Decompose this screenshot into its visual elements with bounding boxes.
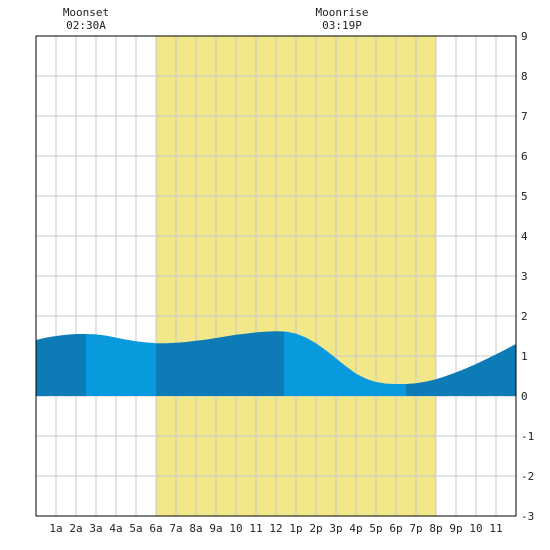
x-tick-label: 4p [349,522,362,535]
tide-area-segment [36,334,86,396]
y-tick-label: 8 [521,70,528,83]
y-tick-label: 0 [521,390,528,403]
x-tick-label: 9a [209,522,222,535]
tide-area-segment [86,334,156,396]
y-tick-label: 4 [521,230,528,243]
plot-frame [35,35,517,517]
y-tick-label: -1 [521,430,534,443]
x-tick-label: 11 [249,522,262,535]
y-tick-label: 2 [521,310,528,323]
x-tick-label: 7p [409,522,422,535]
x-tick-label: 1p [289,522,302,535]
y-tick-label: 3 [521,270,528,283]
x-tick-label: 7a [169,522,182,535]
y-tick-label: 1 [521,350,528,363]
x-tick-label: 9p [449,522,462,535]
moon-event-title: Moonrise [316,6,369,19]
moon-event-time: 03:19P [322,19,362,32]
x-tick-label: 2p [309,522,322,535]
tide-area-segment [156,331,284,396]
y-tick-label: 7 [521,110,528,123]
x-tick-label: 1a [49,522,62,535]
x-tick-label: 2a [69,522,82,535]
y-tick-label: 5 [521,190,528,203]
x-tick-label: 6p [389,522,402,535]
moon-event-title: Moonset [63,6,109,19]
y-tick-label: 9 [521,30,528,43]
x-tick-label: 3a [89,522,102,535]
x-tick-label: 8a [189,522,202,535]
x-tick-label: 8p [429,522,442,535]
y-tick-label: -2 [521,470,534,483]
x-tick-label: 3p [329,522,342,535]
x-tick-label: 6a [149,522,162,535]
x-tick-label: 10 [469,522,482,535]
x-tick-label: 5a [129,522,142,535]
x-tick-label: 5p [369,522,382,535]
x-tick-label: 10 [229,522,242,535]
tide-area-segment [284,331,406,396]
tide-area-segment [406,344,516,396]
x-tick-label: 12 [269,522,282,535]
y-tick-label: 6 [521,150,528,163]
y-tick-label: -3 [521,510,534,523]
moon-event-time: 02:30A [66,19,106,32]
x-tick-label: 4a [109,522,122,535]
x-tick-label: 11 [489,522,502,535]
